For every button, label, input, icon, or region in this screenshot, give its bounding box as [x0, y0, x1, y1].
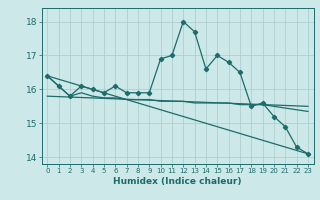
X-axis label: Humidex (Indice chaleur): Humidex (Indice chaleur)	[113, 177, 242, 186]
